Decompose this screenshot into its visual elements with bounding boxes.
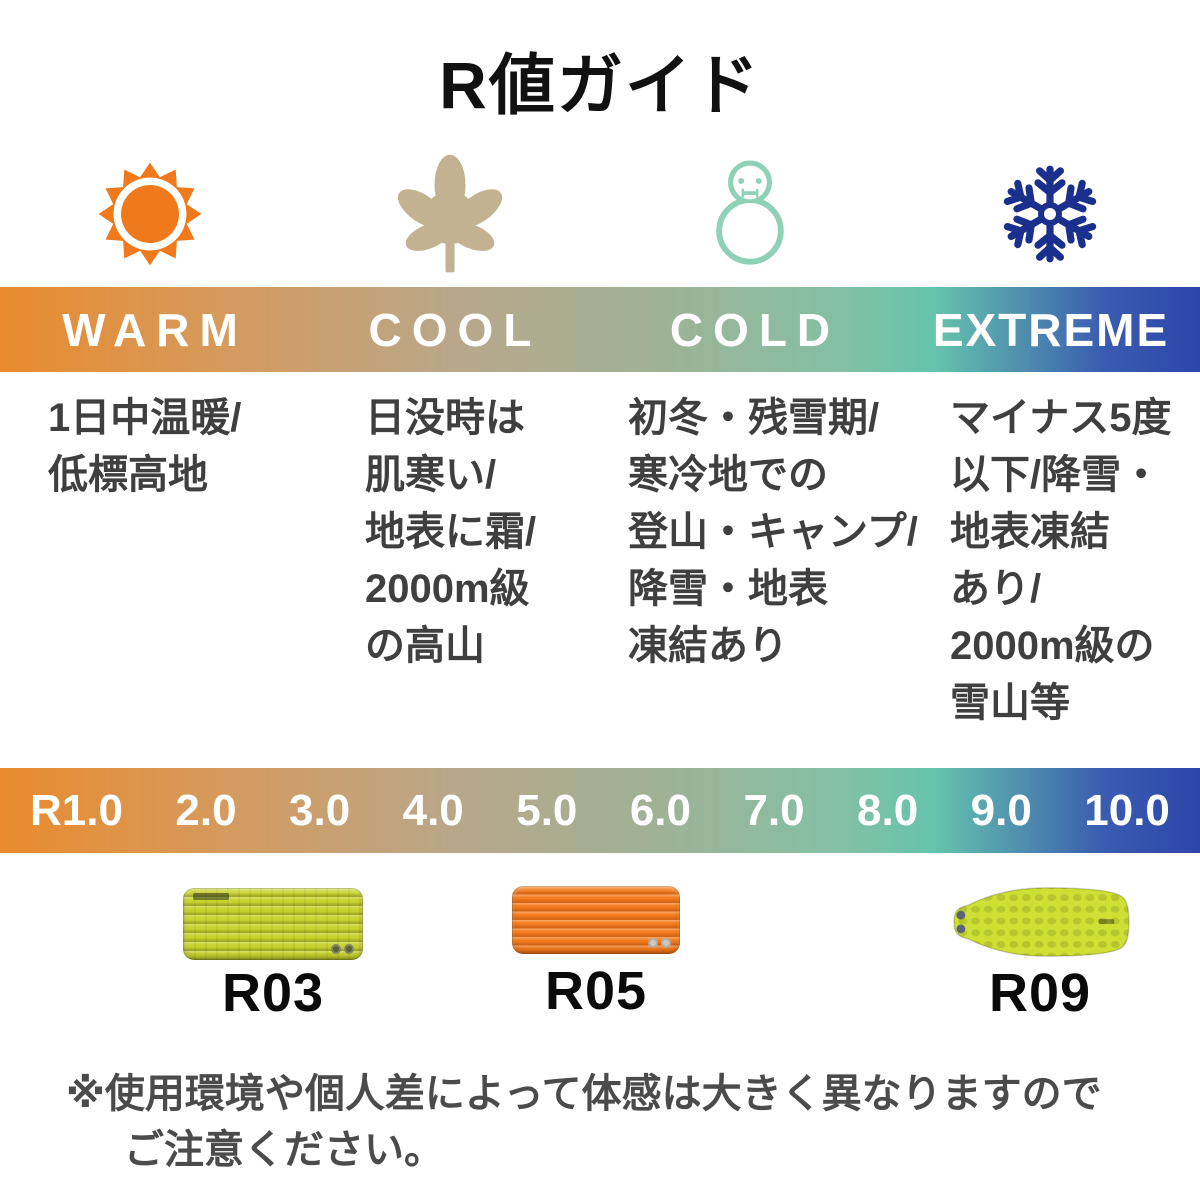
sun-icon <box>97 161 203 267</box>
cold-icon-cell <box>600 148 900 280</box>
r09-logo-mark <box>1098 919 1115 924</box>
scale-tick-3: 3.0 <box>289 785 351 835</box>
r-value-scale: R1.0 2.0 3.0 4.0 5.0 6.0 7.0 8.0 9.0 10.… <box>0 768 1200 853</box>
scale-tick-2: 2.0 <box>175 785 237 835</box>
leaf-icon <box>391 152 509 276</box>
extreme-description: マイナス5度 以下/降雪・ 地表凍結 あり/ 2000m級の 雪山等 <box>950 396 1172 725</box>
cool-description: 日没時は 肌寒い/ 地表に霜/ 2000m級 の高山 <box>365 396 537 668</box>
product-image-r09 <box>943 880 1137 964</box>
warm-icon-cell <box>0 148 300 280</box>
scale-tick-7: 7.0 <box>743 785 805 835</box>
scale-tick-9: 9.0 <box>970 785 1032 835</box>
category-descriptions: 1日中温暖/ 低標高地 日没時は 肌寒い/ 地表に霜/ 2000m級 の高山 初… <box>0 390 1200 750</box>
product-image-r05 <box>512 886 680 954</box>
r09-valve <box>956 910 966 920</box>
product-label-r05: R05 <box>544 961 648 1021</box>
page-title: R値ガイド <box>439 48 761 122</box>
cold-description: 初冬・残雪期/ 寒冷地での 登山・キャンプ/ 降雪・地表 凍結あり <box>628 396 918 668</box>
product-label-r09: R09 <box>988 963 1092 1023</box>
scale-tick-5: 5.0 <box>516 785 578 835</box>
category-label-extreme: EXTREME <box>932 303 1170 356</box>
scale-tick-8: 8.0 <box>857 785 919 835</box>
product-label-r03: R03 <box>221 963 325 1023</box>
snowflake-icon <box>994 158 1106 270</box>
category-banner: WARM COOL COLD EXTREME <box>0 287 1200 372</box>
r03-valves <box>331 944 354 954</box>
cool-icon-cell <box>300 148 600 280</box>
warm-description: 1日中温暖/ 低標高地 <box>48 396 242 497</box>
extreme-icon-cell <box>900 148 1200 280</box>
footnote-line-1: ※使用環境や個人差によって体感は大きく異なりますので <box>66 1072 1102 1116</box>
category-label-cold: COLD <box>669 303 841 356</box>
footnote-line-2: ご注意ください。 <box>124 1128 444 1172</box>
scale-tick-1: R1.0 <box>30 785 123 835</box>
season-icons-row <box>0 148 1200 280</box>
snowman-icon <box>706 155 794 273</box>
scale-tick-6: 6.0 <box>629 785 691 835</box>
product-image-r03 <box>183 888 363 960</box>
r05-valves <box>648 938 671 948</box>
category-label-warm: WARM <box>62 303 248 356</box>
scale-tick-10: 10.0 <box>1084 785 1170 835</box>
category-label-cool: COOL <box>368 303 542 356</box>
footnote: ※使用環境や個人差によって体感は大きく異なりますので ご注意ください。 <box>0 1066 1200 1178</box>
r03-logo-mark <box>193 893 229 900</box>
scale-tick-4: 4.0 <box>402 785 464 835</box>
